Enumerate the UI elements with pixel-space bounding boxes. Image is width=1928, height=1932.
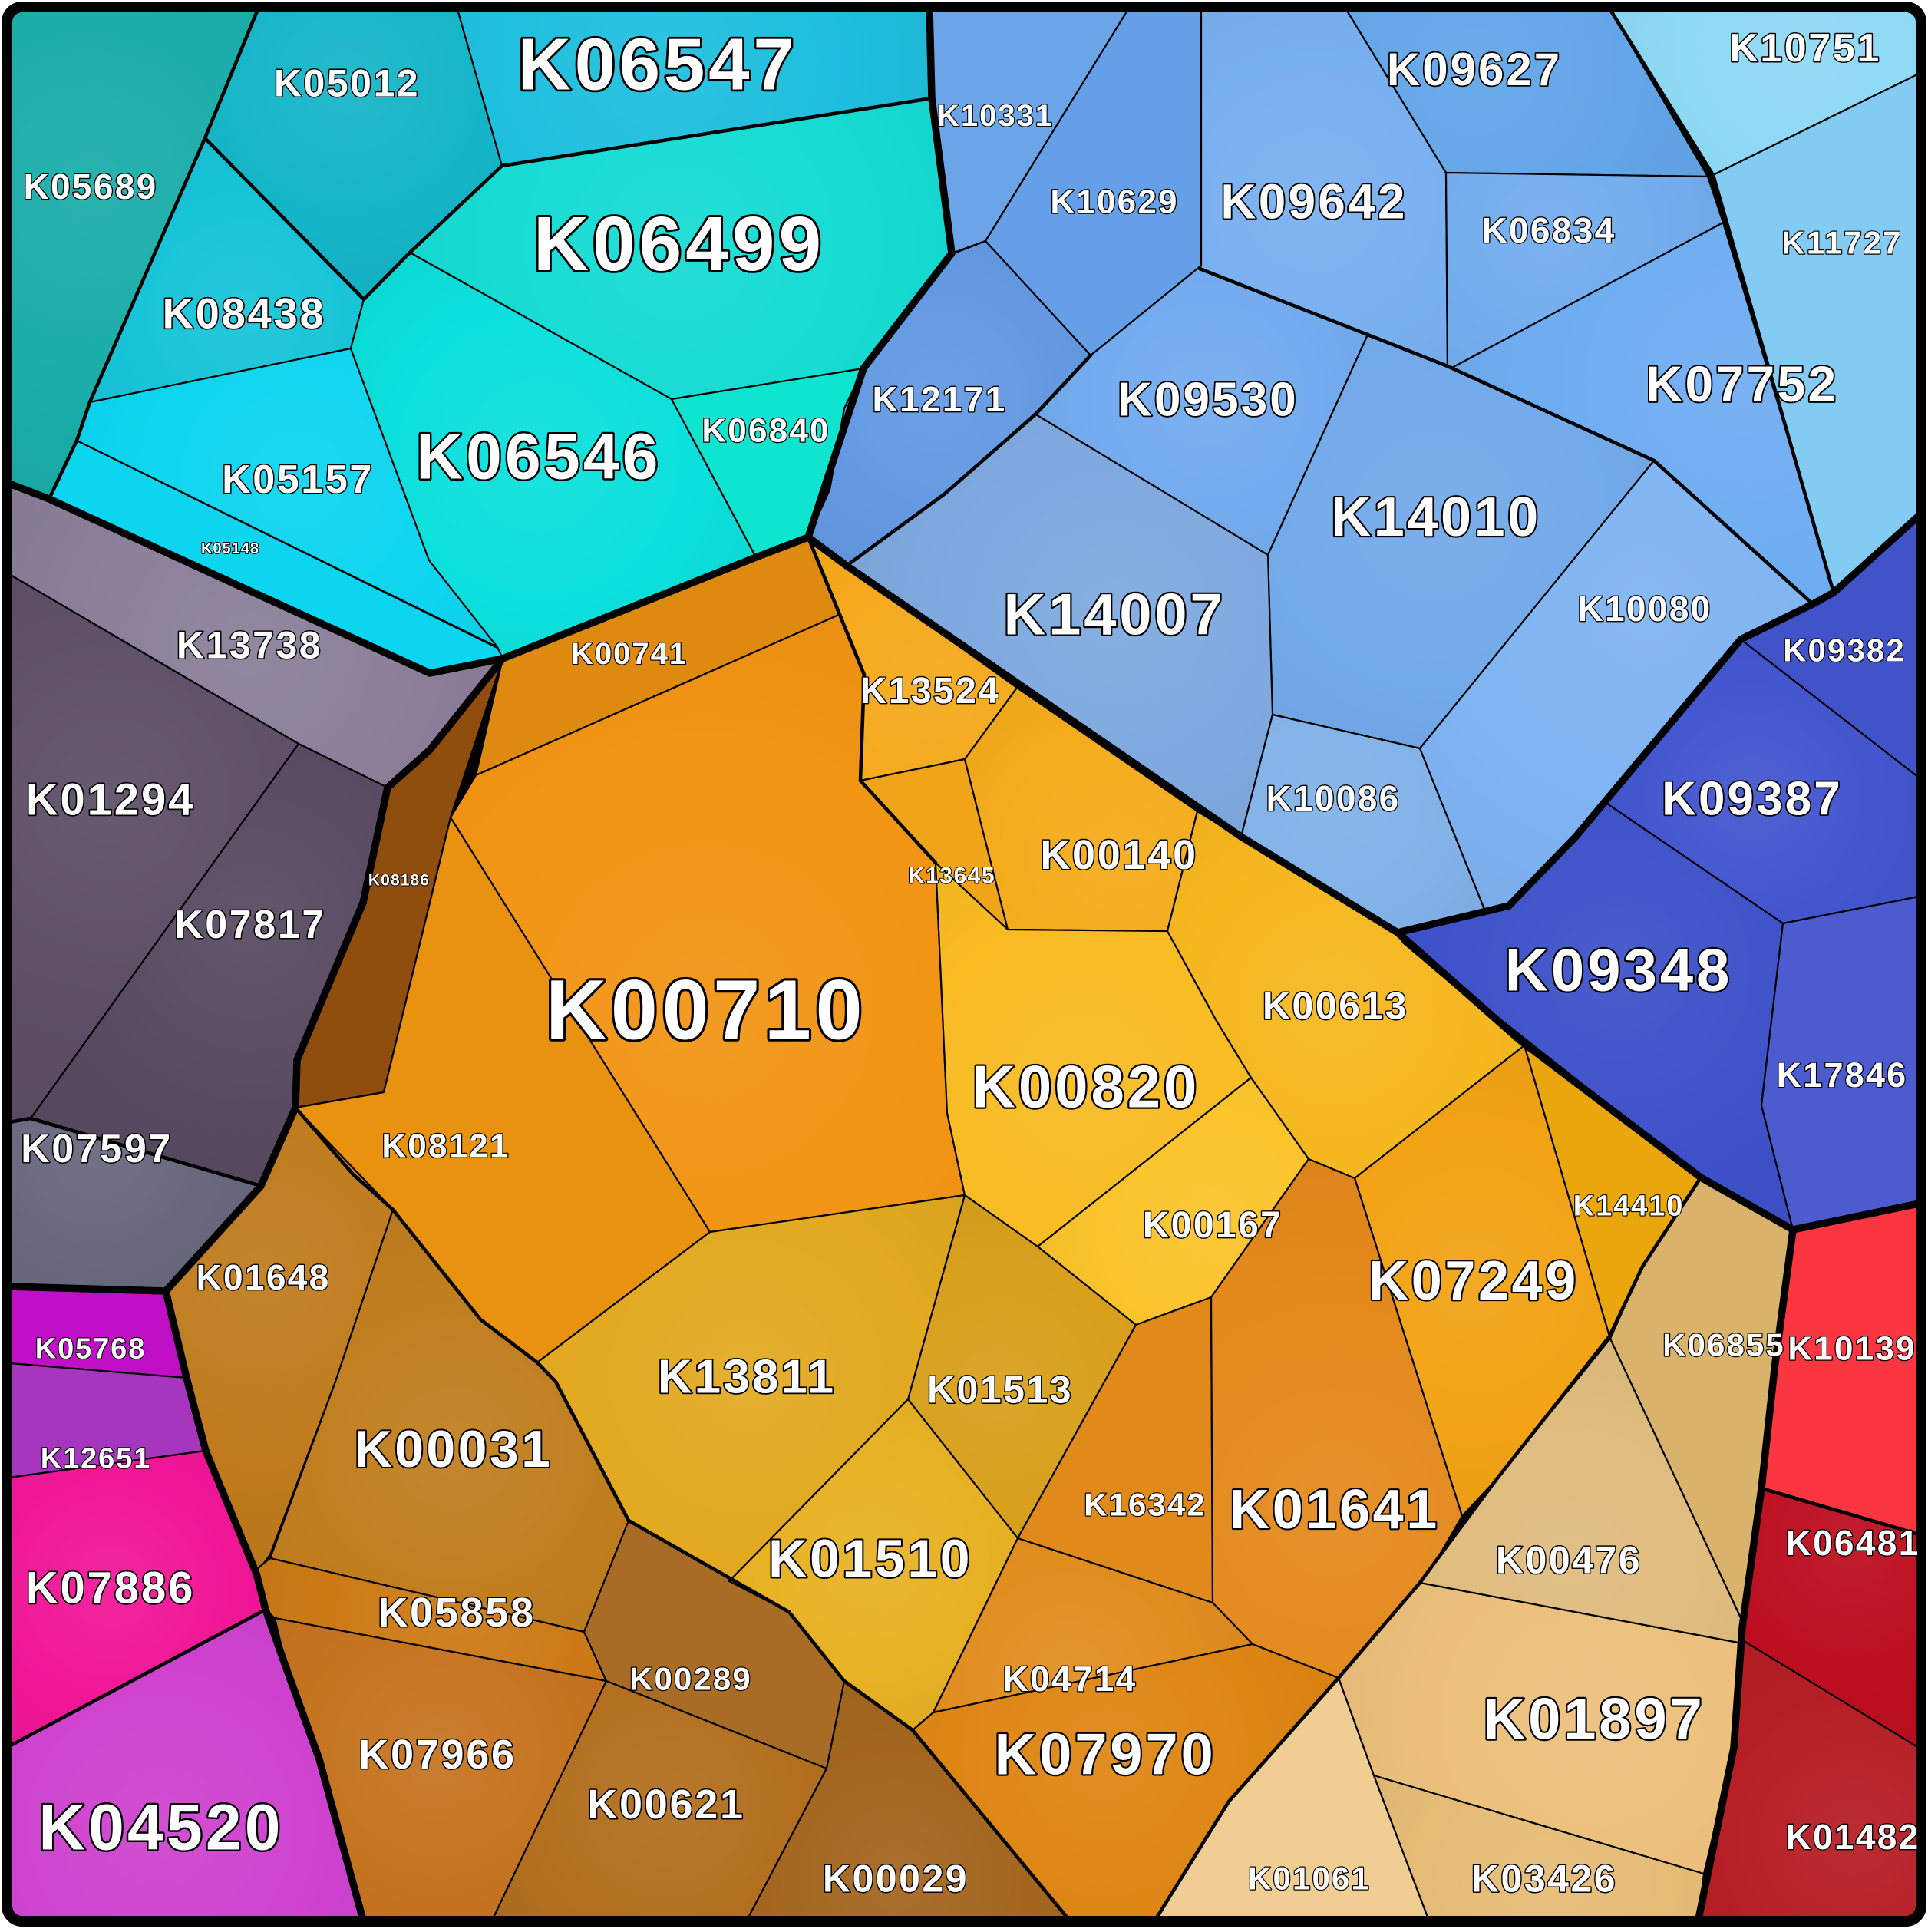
svg-text:K06547: K06547 <box>517 24 797 106</box>
svg-text:K00710: K00710 <box>546 963 867 1058</box>
svg-text:K06855: K06855 <box>1662 1327 1785 1363</box>
svg-text:K09530: K09530 <box>1118 374 1299 427</box>
svg-text:K08438: K08438 <box>163 289 326 338</box>
svg-text:K00741: K00741 <box>571 637 688 671</box>
svg-text:K04714: K04714 <box>1003 1659 1137 1699</box>
svg-text:K14007: K14007 <box>1003 583 1225 648</box>
svg-text:K05768: K05768 <box>35 1333 147 1365</box>
svg-text:K07886: K07886 <box>26 1563 196 1613</box>
svg-text:K17846: K17846 <box>1777 1055 1908 1095</box>
svg-text:K01061: K01061 <box>1248 1861 1371 1897</box>
svg-text:K00613: K00613 <box>1263 985 1408 1028</box>
svg-text:K07966: K07966 <box>358 1732 516 1778</box>
svg-text:K13524: K13524 <box>860 671 1001 712</box>
svg-text:K06546: K06546 <box>416 420 661 492</box>
svg-text:K00476: K00476 <box>1496 1539 1642 1582</box>
svg-text:K09382: K09382 <box>1783 632 1906 669</box>
svg-text:K10080: K10080 <box>1578 589 1712 629</box>
svg-text:K06840: K06840 <box>702 411 830 449</box>
svg-text:K07597: K07597 <box>21 1127 173 1171</box>
svg-text:K16342: K16342 <box>1084 1487 1207 1523</box>
svg-text:K06481: K06481 <box>1786 1523 1920 1563</box>
svg-text:K00029: K00029 <box>823 1858 969 1901</box>
svg-text:K09642: K09642 <box>1220 173 1407 229</box>
svg-text:K08121: K08121 <box>381 1127 510 1164</box>
svg-text:K10331: K10331 <box>937 99 1054 133</box>
svg-text:K09348: K09348 <box>1505 936 1733 1003</box>
svg-text:K01294: K01294 <box>26 774 196 824</box>
svg-text:K07817: K07817 <box>174 903 326 947</box>
svg-text:K00031: K00031 <box>355 1420 553 1478</box>
svg-text:K09387: K09387 <box>1662 773 1843 826</box>
svg-text:K00820: K00820 <box>972 1052 1200 1120</box>
svg-text:K01648: K01648 <box>196 1257 331 1297</box>
svg-text:K03426: K03426 <box>1471 1858 1617 1901</box>
svg-text:K05012: K05012 <box>274 62 420 105</box>
svg-text:K11727: K11727 <box>1781 225 1902 261</box>
svg-text:K07970: K07970 <box>994 1722 1216 1788</box>
svg-text:K10629: K10629 <box>1050 183 1178 220</box>
svg-text:K10139: K10139 <box>1788 1329 1916 1367</box>
svg-text:K01510: K01510 <box>768 1529 972 1589</box>
svg-text:K12651: K12651 <box>41 1442 152 1475</box>
svg-text:K13738: K13738 <box>177 624 322 667</box>
svg-text:K05148: K05148 <box>201 540 259 557</box>
svg-text:K14010: K14010 <box>1331 487 1541 548</box>
svg-text:K12171: K12171 <box>873 379 1007 419</box>
svg-text:K01641: K01641 <box>1230 1479 1440 1541</box>
svg-text:K13811: K13811 <box>658 1351 836 1404</box>
svg-text:K09627: K09627 <box>1387 44 1562 95</box>
svg-text:K05689: K05689 <box>24 167 158 206</box>
svg-text:K10751: K10751 <box>1729 26 1881 71</box>
svg-text:K00621: K00621 <box>587 1782 744 1828</box>
svg-text:K05858: K05858 <box>378 1590 535 1636</box>
svg-text:K05157: K05157 <box>222 457 374 502</box>
svg-text:K06499: K06499 <box>533 201 825 287</box>
svg-text:K01513: K01513 <box>927 1369 1073 1412</box>
svg-text:K00289: K00289 <box>629 1661 752 1697</box>
svg-text:K01482: K01482 <box>1786 1817 1920 1857</box>
svg-text:K14410: K14410 <box>1573 1190 1685 1222</box>
svg-text:K13645: K13645 <box>908 864 995 889</box>
svg-text:K08186: K08186 <box>368 871 430 889</box>
svg-text:K06834: K06834 <box>1482 210 1616 250</box>
svg-text:K07752: K07752 <box>1646 355 1839 412</box>
svg-text:K04520: K04520 <box>38 1791 283 1863</box>
svg-text:K00167: K00167 <box>1143 1205 1283 1246</box>
svg-text:K00140: K00140 <box>1040 832 1197 878</box>
svg-text:K07249: K07249 <box>1368 1250 1579 1312</box>
svg-text:K01897: K01897 <box>1483 1687 1705 1752</box>
svg-text:K10086: K10086 <box>1266 778 1401 818</box>
